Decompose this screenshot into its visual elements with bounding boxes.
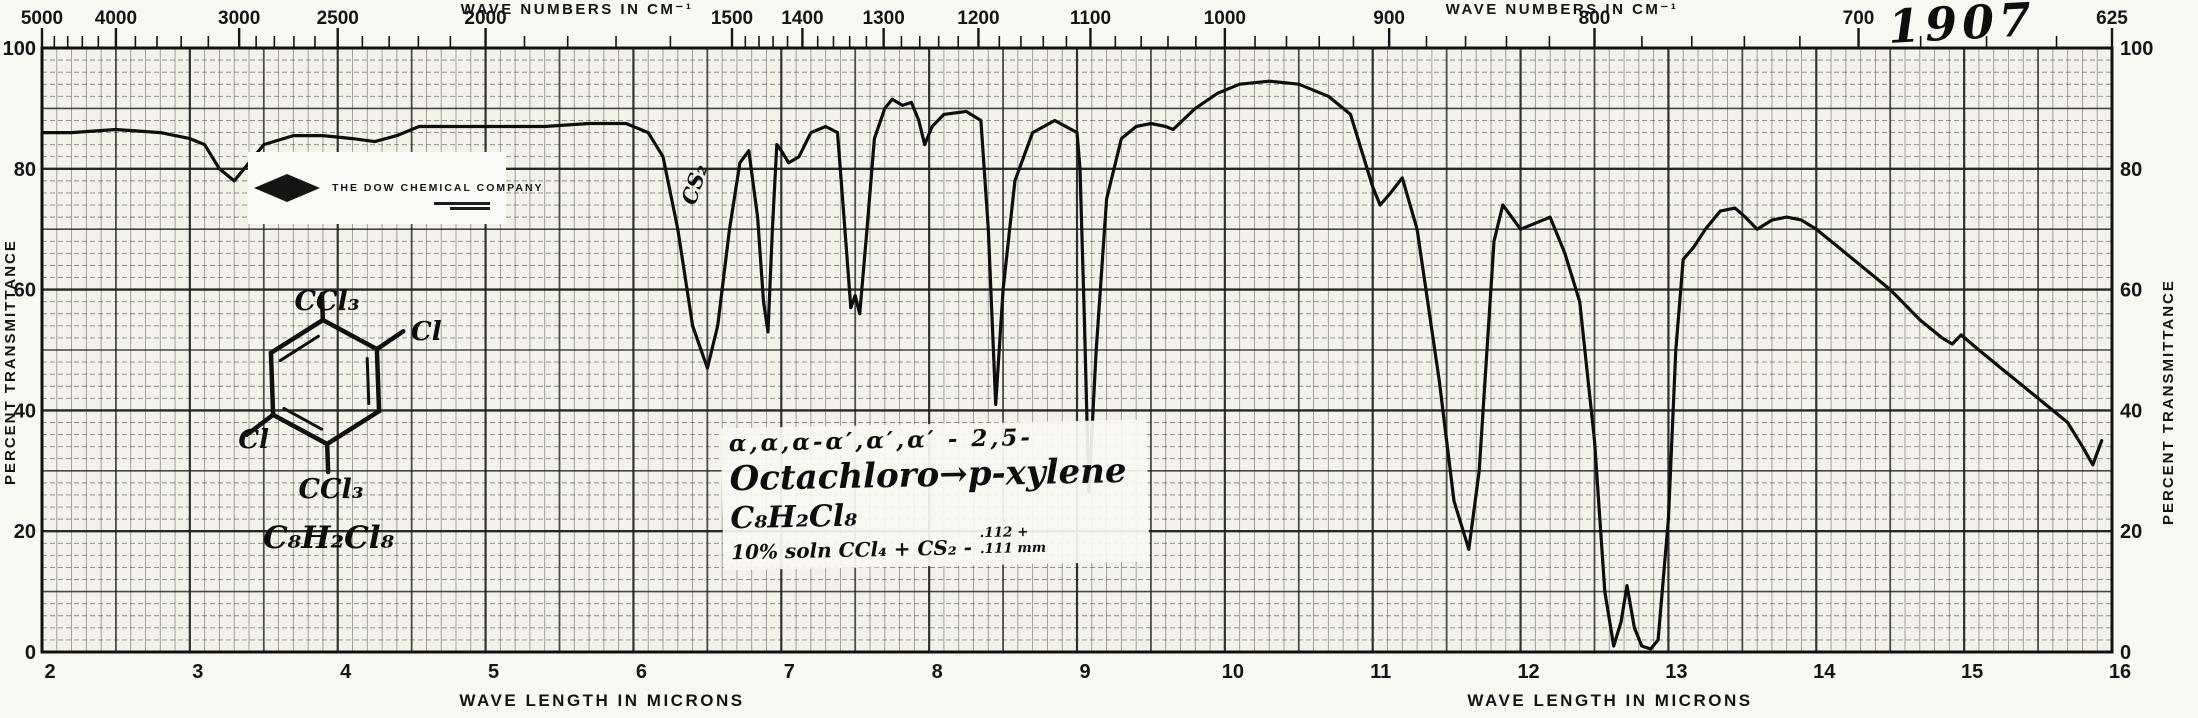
bottom-tick-label: 12: [1517, 661, 1539, 683]
dow-company-name: THE DOW CHEMICAL COMPANY: [332, 182, 544, 194]
bottom-tick-label: 15: [1961, 661, 1983, 683]
top-axis-ticks: 5000 4000 3000 2500 2000 1500 1400 1300 1200 1100…: [21, 8, 2128, 48]
top-tick-label: 1000: [1204, 8, 1246, 29]
bottom-tick-label: 6: [636, 661, 647, 683]
molecular-formula: C₈H₂Cl₈: [263, 520, 395, 556]
y-tick-label-right: 60: [2120, 280, 2142, 302]
diamond-icon: [254, 174, 320, 202]
sample-conditions-text: 10% soln CCl₄ + CS₂ -: [730, 535, 973, 565]
y-axis-labels: 100 100 80 80 60 60 40 40 20 20 0 0: [3, 38, 2154, 664]
bottom-axis-labels: 2 3 4 5 6 7 8 9 10 11 12 13 14 15 16: [44, 661, 2131, 683]
benzene-ring: [268, 317, 382, 447]
y-tick-label-right: 0: [2120, 642, 2131, 664]
y-tick-label-left: 0: [25, 642, 36, 664]
y-tick-label-right: 100: [2120, 38, 2153, 60]
bottom-axis-title-right: WAVE LENGTH IN MICRONS: [1467, 691, 1753, 710]
top-tick-label: 4000: [95, 8, 137, 29]
bottom-tick-label: 5: [488, 661, 499, 683]
top-tick-label: 5000: [21, 8, 63, 29]
y-axis-title-left: PERCENT TRANSMITTANCE: [2, 239, 19, 485]
bond-top: [319, 291, 326, 323]
top-tick-label: 2000: [464, 8, 506, 29]
bond-right: [374, 328, 406, 352]
bond-left: [244, 412, 276, 438]
top-tick-label: 1300: [863, 8, 905, 29]
dow-fine-print: [434, 200, 492, 210]
top-tick-label: 1200: [957, 8, 999, 29]
top-tick-label: 1500: [711, 8, 753, 29]
bottom-tick-label: 3: [192, 661, 203, 683]
handwritten-spectrum-number: 1907: [1886, 0, 2038, 54]
y-tick-label-right: 40: [2120, 400, 2142, 422]
substituent-bottom-label: CCl₃: [298, 474, 363, 505]
y-tick-label-left: 40: [14, 400, 36, 422]
top-tick-label: 3000: [218, 8, 260, 29]
top-tick-label: 1400: [781, 8, 823, 29]
y-tick-label-right: 20: [2120, 521, 2142, 543]
bottom-tick-label: 11: [1370, 661, 1391, 683]
y-tick-label-left: 60: [14, 280, 36, 302]
bottom-tick-label: 9: [1079, 661, 1090, 683]
bottom-tick-label: 7: [784, 661, 795, 683]
top-tick-label: 700: [1843, 8, 1875, 29]
substituent-right-label: Cl: [411, 317, 442, 347]
y-tick-label-left: 100: [3, 38, 36, 60]
top-tick-label: 1100: [1070, 8, 1111, 29]
cell-thickness-top: .112 +: [979, 524, 1029, 542]
bottom-tick-label: 10: [1222, 661, 1244, 683]
top-axis-title-right: WAVE NUMBERS IN CM⁻¹: [1445, 1, 1679, 18]
top-axis-title-left: WAVE NUMBERS IN CM⁻¹: [460, 1, 694, 18]
bottom-tick-label: 4: [340, 661, 352, 683]
y-tick-label-right: 80: [2120, 159, 2142, 181]
top-tick-label: 900: [1373, 8, 1405, 29]
bottom-axis-title-left: WAVE LENGTH IN MICRONS: [459, 691, 745, 710]
cell-thickness: .112 + .111 mm: [979, 524, 1046, 558]
bottom-tick-label: 13: [1665, 661, 1687, 683]
top-tick-label: 625: [2096, 8, 2128, 29]
cell-thickness-bottom: .111 mm: [979, 539, 1047, 558]
bottom-tick-label: 14: [1813, 661, 1836, 683]
y-axis-title-right: PERCENT TRANSMITTANCE: [2160, 279, 2177, 525]
plot-border: [40, 46, 2114, 654]
dow-label-box: THE DOW CHEMICAL COMPANY: [248, 152, 542, 224]
sample-name-main: Octachloro→p-xylene: [729, 450, 1127, 500]
top-tick-label: 2500: [317, 8, 359, 29]
sample-annotation-block: α,α,α-α′,α′,α′ - 2,5- Octachloro→p-xylen…: [720, 419, 1150, 571]
bottom-tick-label: 8: [932, 661, 943, 683]
y-tick-label-left: 80: [14, 159, 36, 181]
top-tick-label: 800: [1579, 8, 1611, 29]
bottom-tick-label: 2: [44, 661, 55, 683]
substituent-left-label: Cl: [238, 425, 269, 455]
chemical-structure-drawing: CCl₃ Cl Cl CCl₃ C₈H₂Cl₈: [238, 286, 442, 556]
bond-bottom: [324, 441, 331, 475]
bottom-tick-label: 16: [2109, 661, 2131, 683]
y-tick-label-left: 20: [14, 521, 36, 543]
substituent-top-label: CCl₃: [294, 286, 359, 317]
